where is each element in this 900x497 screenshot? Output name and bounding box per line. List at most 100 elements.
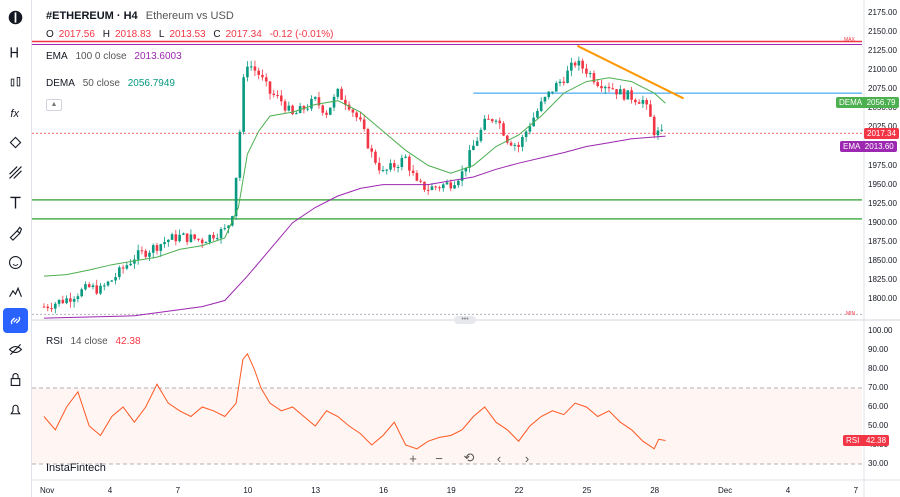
candle-body <box>344 99 347 105</box>
candle-body <box>280 95 283 102</box>
candle-body <box>453 185 456 189</box>
candle-body <box>253 66 257 71</box>
time-tick-label: 10 <box>243 486 253 495</box>
candle-body <box>558 81 562 84</box>
function-tool-button[interactable]: fx <box>3 100 28 125</box>
candle-body <box>185 233 189 242</box>
ema-legend[interactable]: EMA 100 0 close 2013.6003 <box>46 51 187 62</box>
candles-tool-button[interactable] <box>3 70 28 95</box>
candle-body <box>539 101 543 111</box>
candle-body <box>182 233 185 235</box>
candle-body <box>656 130 660 136</box>
candle-body <box>238 131 242 178</box>
candle-body <box>178 234 181 242</box>
candle-body <box>102 285 106 287</box>
candle-body <box>193 234 196 239</box>
candle-body <box>506 135 509 143</box>
candle-body <box>295 113 298 115</box>
candle-body <box>528 126 532 132</box>
price-tick-label: 1850.00 <box>868 255 897 265</box>
candles-icon <box>10 76 21 87</box>
candle-body <box>144 250 147 257</box>
watermark: InstaFintech <box>46 462 106 474</box>
hide-tool-button[interactable] <box>3 337 28 362</box>
candle-body <box>434 186 438 188</box>
scroll-left-button[interactable]: ‹ <box>488 449 510 467</box>
candle-body <box>306 108 309 110</box>
alert-tool-button[interactable] <box>3 397 28 422</box>
low-value: 2013.53 <box>169 29 206 40</box>
reset-chart-button[interactable]: ⟲ <box>458 449 480 467</box>
candle-body <box>502 123 505 136</box>
zoom-in-button[interactable]: + <box>402 449 424 467</box>
ema-name: EMA <box>46 51 68 62</box>
candle-body <box>377 162 381 171</box>
close-value: 2017.34 <box>225 29 262 40</box>
lines-tool-button[interactable] <box>3 160 28 185</box>
candle-body <box>362 119 366 129</box>
candle-body <box>151 245 155 253</box>
candle-body <box>385 169 389 171</box>
candle-body <box>607 86 611 89</box>
logo-tool-button[interactable] <box>3 5 28 30</box>
candle-body <box>577 60 581 66</box>
candle-body <box>219 229 223 239</box>
candle-body <box>76 296 80 299</box>
chart-area[interactable]: #ETHEREUM · H4 Ethereum vs USD O 2017.56 … <box>32 0 900 497</box>
candle-body <box>487 118 490 120</box>
candle-body <box>359 117 362 120</box>
candle-body <box>645 100 648 105</box>
text-h-tool-button[interactable] <box>3 40 28 65</box>
candle-body <box>212 234 215 239</box>
candle-body <box>457 180 460 186</box>
emoji-tool-button[interactable] <box>3 250 28 275</box>
text-tool-tool-button[interactable] <box>3 190 28 215</box>
zoom-out-button[interactable]: − <box>428 449 450 467</box>
candle-body <box>449 182 453 189</box>
rsi-line <box>43 352 666 450</box>
time-tick-label: 28 <box>650 486 660 495</box>
candle-body <box>536 110 539 118</box>
dema-legend[interactable]: DEMA 50 close 2056.7949 <box>46 78 180 89</box>
rsi-value-tag: RSI 42.38 <box>843 435 890 446</box>
candle-body <box>641 100 645 104</box>
chart-type-tool-button[interactable] <box>3 280 28 305</box>
dema-name: DEMA <box>46 78 75 89</box>
symbol-title[interactable]: #ETHEREUM · H4 <box>46 10 138 22</box>
candle-body <box>249 66 253 68</box>
candle-body <box>174 234 178 242</box>
price-tick-label: 2150.00 <box>868 27 897 37</box>
candle-body <box>411 170 415 173</box>
candle-body <box>355 112 358 118</box>
scroll-right-button[interactable]: › <box>516 449 538 467</box>
time-tick-label: 19 <box>446 486 456 495</box>
pattern-icon <box>9 136 22 149</box>
candle-body <box>133 259 136 264</box>
candle-body <box>91 285 95 288</box>
candle-body <box>438 187 441 189</box>
price-chart[interactable] <box>32 0 900 497</box>
candle-body <box>460 171 464 181</box>
lock-tool-button[interactable] <box>3 367 28 392</box>
pattern-tool-button[interactable] <box>3 130 28 155</box>
candle-body <box>87 284 91 288</box>
pane-separator-handle[interactable]: ••• <box>454 316 476 324</box>
dema-tag-value: 2056.79 <box>866 98 896 107</box>
text-h-icon <box>10 47 18 58</box>
candle-body <box>242 77 245 132</box>
time-tick-label: 4 <box>107 486 113 495</box>
link-tool-button[interactable] <box>3 308 28 333</box>
candle-body <box>370 148 373 152</box>
price-tick-label: 2175.00 <box>868 8 897 17</box>
candle-body <box>223 228 227 230</box>
brush-tool-button[interactable] <box>3 220 28 245</box>
candle-body <box>389 163 392 170</box>
rsi-legend[interactable]: RSI 14 close 42.38 <box>46 336 146 347</box>
candle-body <box>80 289 83 297</box>
alert-icon <box>10 404 21 415</box>
brush-icon <box>9 226 23 241</box>
rsi-tick-label: 50.00 <box>868 421 889 430</box>
candle-body <box>603 86 607 89</box>
collapse-legend-button[interactable]: ▲ <box>46 99 62 111</box>
ohlc-legend: O 2017.56 H 2018.83 L 2013.53 C 2017.34 -0.1… <box>46 29 338 40</box>
